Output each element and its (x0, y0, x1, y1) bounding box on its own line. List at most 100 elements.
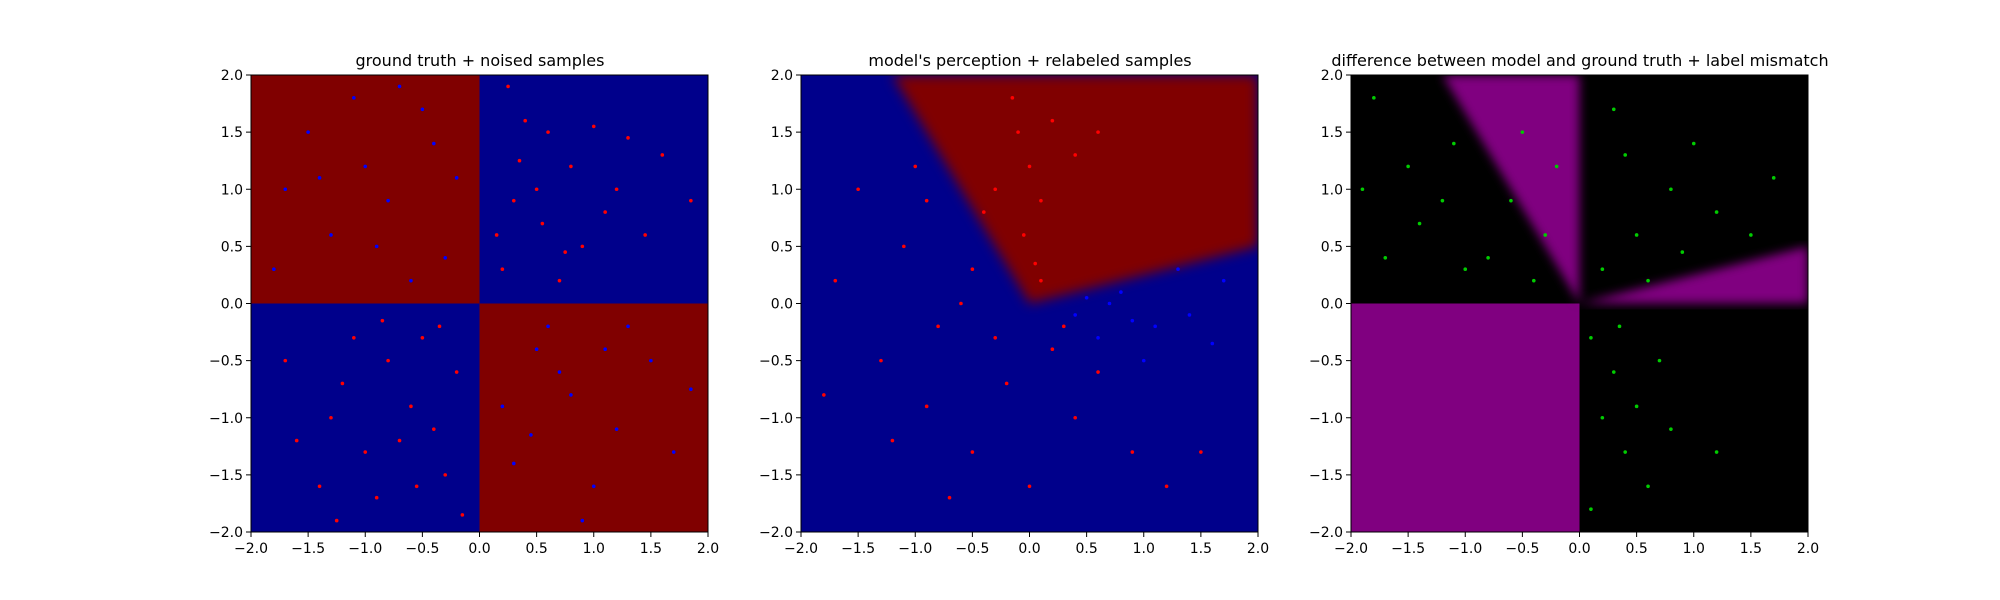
data-point (443, 473, 448, 477)
panel-title: difference between model and ground trut… (1331, 51, 1828, 70)
data-point (1486, 255, 1490, 260)
y-tick-label: −1.0 (1309, 411, 1343, 427)
data-point (1771, 176, 1776, 180)
x-tick-label: 1.5 (1190, 541, 1212, 557)
region-wedge (892, 75, 1258, 304)
data-point (1004, 381, 1009, 386)
data-point (924, 404, 929, 409)
data-point (432, 141, 436, 146)
y-tick-label: −2.0 (1309, 525, 1343, 541)
data-point (1600, 267, 1605, 272)
y-tick-label: 0.5 (771, 239, 793, 255)
x-tick-label: 0.5 (1075, 541, 1097, 557)
data-point (1714, 450, 1719, 454)
data-point (1589, 335, 1593, 340)
data-point (671, 450, 676, 454)
region-mismatch-bottom-left (1351, 303, 1580, 532)
data-point (340, 381, 345, 386)
data-point (546, 130, 550, 134)
data-point (352, 335, 356, 340)
data-point (511, 198, 516, 203)
region-mismatch-wedge-upper (1442, 75, 1580, 304)
y-tick-label: 1.5 (771, 125, 793, 141)
data-point (1440, 198, 1445, 203)
y-tick-label: 1.0 (771, 182, 793, 198)
y-tick-label: 0.5 (1321, 239, 1343, 255)
data-point (1130, 318, 1135, 323)
data-point (924, 198, 929, 203)
data-point (660, 153, 665, 157)
x-tick-label: 1.5 (640, 541, 662, 557)
data-point (1107, 301, 1112, 306)
data-point (409, 278, 413, 283)
x-tick-label: 0.0 (468, 541, 490, 557)
data-point (1589, 507, 1593, 511)
data-point (902, 244, 906, 249)
data-point (1073, 415, 1077, 420)
data-point (1749, 233, 1753, 237)
data-point (1176, 267, 1180, 272)
data-point (1221, 278, 1226, 283)
data-point (1010, 96, 1015, 100)
data-point (569, 393, 573, 397)
data-point (506, 84, 510, 89)
y-tick-label: 0.5 (221, 239, 243, 255)
x-tick-label: −0.5 (405, 541, 439, 557)
data-point (1096, 130, 1100, 134)
y-tick-label: 2.0 (771, 68, 793, 84)
data-point (1634, 233, 1639, 237)
data-point (1623, 153, 1627, 157)
data-point (649, 358, 653, 363)
data-point (443, 255, 448, 260)
data-point (1691, 141, 1696, 146)
data-point (494, 233, 499, 237)
data-point (363, 450, 368, 454)
data-point (1532, 278, 1536, 283)
data-point (1016, 130, 1020, 134)
data-point (1210, 341, 1215, 346)
data-point (460, 513, 465, 517)
data-point (1050, 347, 1055, 352)
data-point (1669, 427, 1673, 431)
x-tick-label: −1.5 (1391, 541, 1425, 557)
x-tick-label: 2.0 (1797, 541, 1819, 557)
data-point (1657, 358, 1662, 363)
data-point (294, 438, 299, 443)
data-point (1061, 324, 1066, 329)
y-tick-label: 1.0 (1321, 182, 1343, 198)
data-point (993, 187, 998, 192)
y-tick-label: 2.0 (1321, 68, 1343, 84)
data-point (1033, 261, 1038, 266)
data-point (591, 484, 596, 489)
data-point (569, 164, 573, 169)
data-point (557, 278, 562, 283)
data-point (454, 370, 459, 374)
y-tick-label: −1.5 (1309, 468, 1343, 484)
data-point (546, 324, 550, 329)
data-point (432, 427, 436, 431)
data-point (580, 518, 585, 523)
data-point (374, 495, 379, 500)
data-point (352, 96, 356, 100)
data-point (397, 84, 402, 89)
data-point (689, 198, 693, 203)
data-point (1669, 187, 1673, 192)
data-point (1646, 278, 1650, 283)
data-point (1509, 198, 1513, 203)
data-point (1383, 255, 1388, 260)
data-point (1039, 198, 1043, 203)
data-point (879, 358, 883, 363)
data-point (334, 518, 339, 523)
panel-difference: difference between model and ground trut… (1309, 51, 1829, 557)
x-tick-label: 0.5 (525, 541, 547, 557)
x-tick-label: 2.0 (697, 541, 719, 557)
y-tick-label: −1.5 (209, 468, 243, 484)
data-point (1141, 358, 1146, 363)
data-point (1543, 233, 1548, 237)
data-point (822, 393, 826, 397)
y-tick-label: 1.5 (1321, 125, 1343, 141)
data-point (947, 495, 952, 500)
data-point (1714, 210, 1719, 214)
data-point (614, 187, 619, 192)
data-point (1021, 233, 1026, 237)
